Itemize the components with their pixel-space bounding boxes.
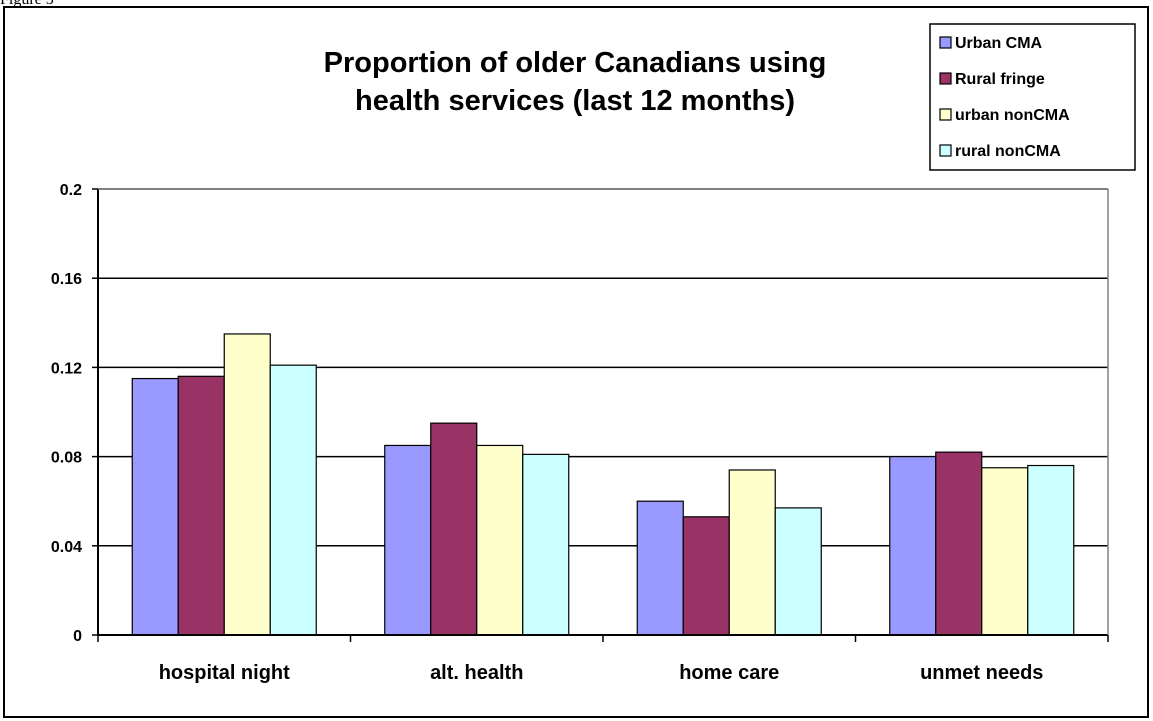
category-label-2: home care [679,662,779,684]
bar-home-care-urban-noncma [728,469,776,636]
chart-title-line-2: health services (last 12 months) [355,85,795,117]
legend-swatch-3 [939,144,952,157]
category-label-0: hospital night [159,662,290,684]
y-tick-label-3: 0.12 [51,360,82,377]
legend-label-0: Urban CMA [955,35,1043,52]
y-tick-label-0: 0 [73,628,82,645]
legend-swatch-1 [939,72,952,85]
legend-swatch-2 [939,108,952,121]
bar-hospital-night-rural-noncma [269,364,317,636]
bar-alt-health-urban-cma [384,444,432,636]
bar-alt-health-urban-noncma [476,444,524,636]
chart-frame [3,6,1149,718]
y-tick-label-5: 0.2 [60,182,82,199]
legend-label-1: Rural fringe [955,71,1045,88]
category-labels: hospital night alt. health home care unmet … [159,662,1044,684]
bar-home-care-rural-noncma [774,507,822,636]
y-tick-label-1: 0.04 [51,539,82,556]
legend: Urban CMA Rural fringe urban nonCMA rural n… [929,23,1136,171]
chart-title: Proportion of older Canadians using healt… [324,47,827,117]
bar-unmet-needs-rural-noncma [1027,464,1075,636]
bar-unmet-needs-urban-cma [889,456,937,636]
bar-hospital-night-urban-noncma [223,333,271,636]
legend-box [929,23,1136,171]
legend-swatch-0 [939,36,952,49]
bars [131,333,1075,636]
category-label-3: unmet needs [920,662,1043,684]
y-tick-label-2: 0.08 [51,450,82,467]
bar-hospital-night-urban-cma [131,377,179,636]
bar-home-care-rural-fringe [682,516,730,636]
legend-label-2: urban nonCMA [955,107,1070,124]
bar-alt-health-rural-fringe [430,422,478,636]
bar-unmet-needs-rural-fringe [935,451,983,636]
bar-home-care-urban-cma [636,500,684,636]
y-tick-labels: 0 0.04 0.08 0.12 0.16 0.2 [51,182,82,645]
bar-unmet-needs-urban-noncma [981,467,1029,636]
axes [92,188,1109,642]
category-label-1: alt. health [430,662,523,684]
bar-hospital-night-rural-fringe [177,375,225,636]
chart-title-line-1: Proportion of older Canadians using [324,47,827,79]
y-tick-label-4: 0.16 [51,271,82,288]
figure-caption: Figure 5 [0,0,54,9]
legend-label-3: rural nonCMA [955,143,1061,160]
bar-alt-health-rural-noncma [522,453,570,636]
